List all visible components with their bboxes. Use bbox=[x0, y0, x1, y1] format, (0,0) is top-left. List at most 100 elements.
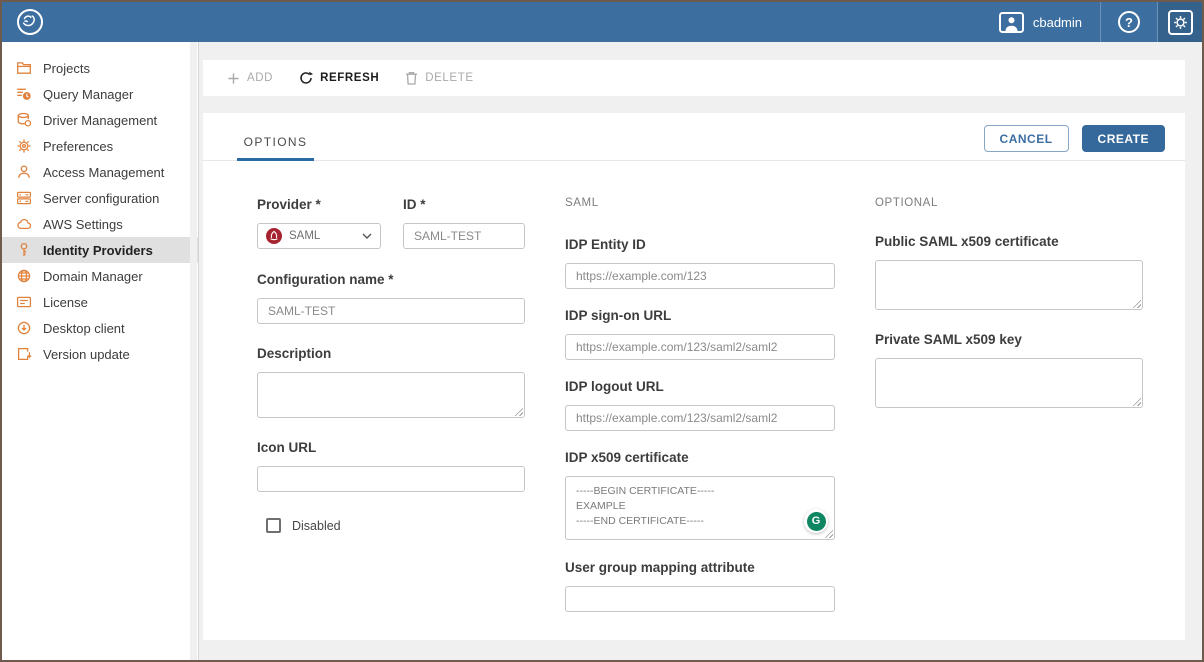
id-label: ID * bbox=[403, 197, 426, 212]
sidebar-item-preferences[interactable]: Preferences bbox=[2, 133, 198, 159]
optional-section-header: OPTIONAL bbox=[875, 197, 938, 209]
trash-icon bbox=[405, 71, 418, 85]
form-actions: CANCEL CREATE bbox=[983, 125, 1165, 152]
server-configuration-icon bbox=[15, 190, 32, 207]
idp-logout-url-label: IDP logout URL bbox=[565, 379, 664, 394]
sidebar-item-identity-providers[interactable]: Identity Providers bbox=[2, 237, 198, 263]
sidebar-item-aws-settings[interactable]: AWS Settings bbox=[2, 211, 198, 237]
sidebar-item-server-configuration[interactable]: Server configuration bbox=[2, 185, 198, 211]
identity-provider-form-panel: OPTIONS CANCEL CREATE Provider * SAML bbox=[203, 113, 1185, 640]
grammarly-icon[interactable]: G bbox=[804, 509, 828, 533]
delete-button[interactable]: DELETE bbox=[405, 71, 473, 85]
sidebar-scrollbar[interactable] bbox=[190, 42, 197, 660]
sidebar: Projects Query Manager Driver Management… bbox=[2, 42, 199, 660]
configuration-name-input[interactable] bbox=[257, 298, 525, 324]
username: cbadmin bbox=[1032, 14, 1082, 30]
disabled-checkbox[interactable] bbox=[266, 518, 281, 533]
optional-column: OPTIONAL Public SAML x509 certificate Pr… bbox=[875, 197, 1143, 408]
create-button[interactable]: CREATE bbox=[1081, 125, 1165, 152]
sidebar-item-access-management[interactable]: Access Management bbox=[2, 159, 198, 185]
disabled-checkbox-row: Disabled bbox=[266, 518, 525, 533]
settings-button[interactable] bbox=[1158, 2, 1202, 42]
driver-management-icon bbox=[15, 112, 32, 129]
domain-manager-icon bbox=[15, 268, 32, 285]
sidebar-item-desktop-client[interactable]: Desktop client bbox=[2, 315, 198, 341]
delete-label: DELETE bbox=[425, 72, 474, 84]
license-icon bbox=[15, 294, 32, 311]
sidebar-item-license[interactable]: License bbox=[2, 289, 198, 315]
tab-options[interactable]: OPTIONS bbox=[237, 125, 314, 161]
sidebar-item-label: License bbox=[43, 294, 88, 310]
sidebar-item-domain-manager[interactable]: Domain Manager bbox=[2, 263, 198, 289]
divider bbox=[1157, 2, 1158, 42]
saml-provider-icon bbox=[266, 228, 282, 244]
idp-entity-id-input[interactable] bbox=[565, 263, 835, 289]
provider-selected-value: SAML bbox=[289, 230, 321, 242]
sidebar-item-label: Projects bbox=[43, 60, 90, 76]
identity-providers-icon bbox=[15, 242, 32, 259]
tab-bar: OPTIONS bbox=[203, 113, 1185, 161]
sidebar-item-label: Domain Manager bbox=[43, 268, 143, 284]
sidebar-item-driver-management[interactable]: Driver Management bbox=[2, 107, 198, 133]
desktop-client-icon bbox=[15, 320, 32, 337]
app-logo-icon[interactable] bbox=[16, 8, 44, 36]
id-input[interactable] bbox=[403, 223, 525, 249]
user-menu[interactable]: cbadmin bbox=[981, 2, 1100, 42]
gear-icon bbox=[1167, 9, 1193, 35]
divider bbox=[1100, 2, 1101, 42]
sidebar-item-label: Query Manager bbox=[43, 86, 134, 102]
chevron-down-icon bbox=[362, 233, 372, 239]
private-saml-key-label: Private SAML x509 key bbox=[875, 332, 1022, 347]
idp-x509-certificate-textarea[interactable] bbox=[565, 476, 835, 540]
add-button[interactable]: ADD bbox=[227, 72, 273, 85]
icon-url-input[interactable] bbox=[257, 466, 525, 492]
idp-sign-on-url-input[interactable] bbox=[565, 334, 835, 360]
query-manager-icon bbox=[15, 86, 32, 103]
provider-label: Provider * bbox=[257, 197, 321, 212]
sidebar-item-label: Access Management bbox=[43, 164, 165, 180]
sidebar-item-query-manager[interactable]: Query Manager bbox=[2, 81, 198, 107]
refresh-label: REFRESH bbox=[320, 72, 380, 84]
cancel-button[interactable]: CANCEL bbox=[983, 125, 1069, 152]
top-bar-actions: cbadmin ? bbox=[981, 2, 1202, 42]
sidebar-item-label: Driver Management bbox=[43, 112, 158, 128]
idp-logout-url-input[interactable] bbox=[565, 405, 835, 431]
idp-entity-id-label: IDP Entity ID bbox=[565, 237, 646, 252]
help-icon: ? bbox=[1118, 11, 1140, 33]
sidebar-item-label: Identity Providers bbox=[43, 242, 153, 258]
public-saml-certificate-textarea[interactable] bbox=[875, 260, 1143, 310]
preferences-icon bbox=[15, 138, 32, 155]
description-textarea[interactable] bbox=[257, 372, 525, 418]
version-update-icon bbox=[15, 346, 32, 363]
general-column: Provider * SAML ID * bbox=[257, 197, 525, 533]
sidebar-item-label: Server configuration bbox=[43, 190, 160, 206]
configuration-name-label: Configuration name * bbox=[257, 272, 394, 287]
saml-column: SAML IDP Entity ID IDP sign-on URL IDP l… bbox=[565, 197, 835, 612]
aws-settings-icon bbox=[15, 216, 32, 233]
grammarly-g: G bbox=[806, 511, 826, 531]
public-saml-certificate-label: Public SAML x509 certificate bbox=[875, 234, 1059, 249]
sidebar-item-label: AWS Settings bbox=[43, 216, 123, 232]
icon-url-label: Icon URL bbox=[257, 440, 317, 455]
sidebar-item-label: Version update bbox=[43, 346, 130, 362]
user-group-mapping-input[interactable] bbox=[565, 586, 835, 612]
sidebar-item-label: Preferences bbox=[43, 138, 114, 154]
saml-section-header: SAML bbox=[565, 197, 599, 209]
refresh-icon bbox=[299, 71, 314, 85]
idp-sign-on-url-label: IDP sign-on URL bbox=[565, 308, 672, 323]
help-button[interactable]: ? bbox=[1101, 2, 1157, 42]
user-group-mapping-label: User group mapping attribute bbox=[565, 560, 755, 575]
sidebar-item-version-update[interactable]: Version update bbox=[2, 341, 198, 367]
sidebar-item-label: Desktop client bbox=[43, 320, 125, 336]
provider-select[interactable]: SAML bbox=[257, 223, 381, 249]
disabled-label: Disabled bbox=[292, 518, 341, 533]
description-label: Description bbox=[257, 346, 332, 361]
private-saml-key-textarea[interactable] bbox=[875, 358, 1143, 408]
add-label: ADD bbox=[247, 72, 274, 84]
idp-x509-certificate-label: IDP x509 certificate bbox=[565, 450, 689, 465]
sidebar-item-projects[interactable]: Projects bbox=[2, 55, 198, 81]
user-icon bbox=[998, 11, 1024, 33]
access-management-icon bbox=[15, 164, 32, 181]
refresh-button[interactable]: REFRESH bbox=[299, 71, 379, 85]
